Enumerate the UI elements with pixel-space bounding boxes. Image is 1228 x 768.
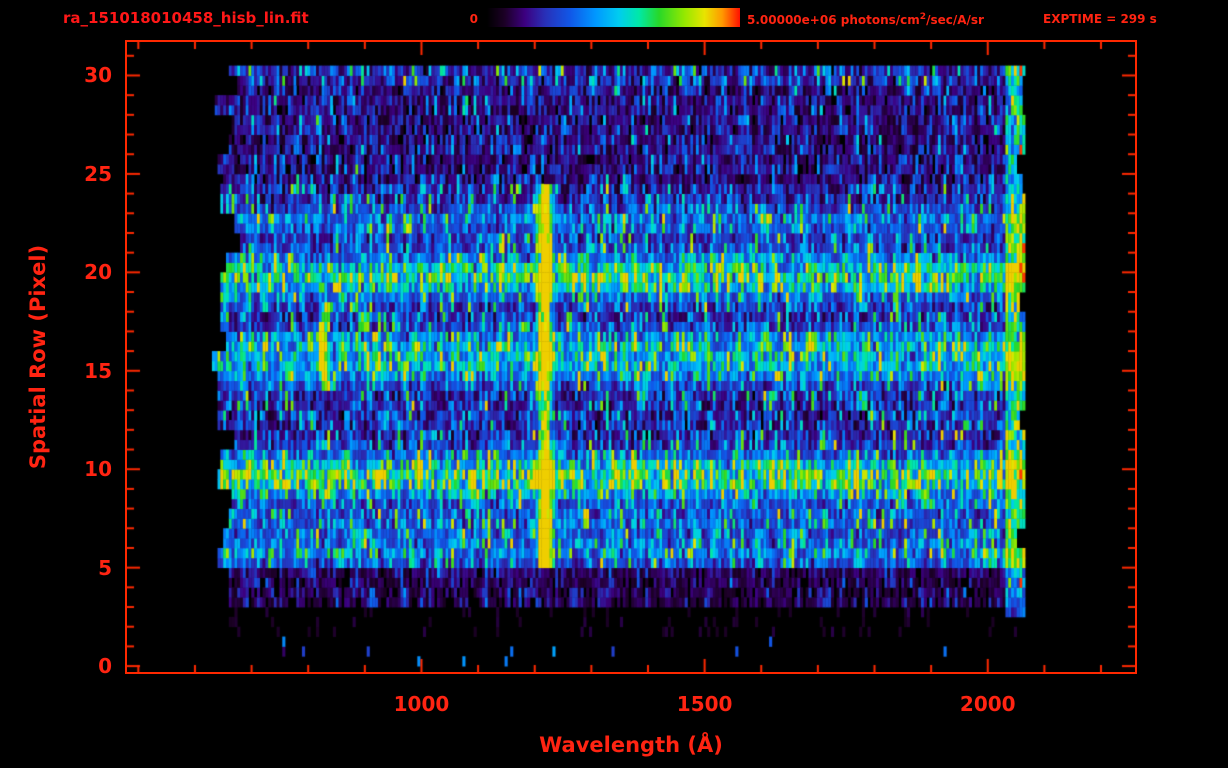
- y-tick-label: 10: [84, 457, 112, 482]
- x-tick-label: 2000: [959, 692, 1016, 716]
- colorbar-min-label: 0: [469, 12, 478, 26]
- y-axis-title: Spatial Row (Pixel): [26, 244, 50, 470]
- colorbar-max-value: 5.00000e+06: [747, 13, 837, 27]
- x-tick-label: 1500: [676, 692, 733, 716]
- y-tick-label: 15: [84, 358, 112, 383]
- axis-frame: [125, 40, 1137, 674]
- y-tick-label: 25: [84, 161, 112, 186]
- colorbar-unit-prefix: photons/cm: [836, 13, 920, 27]
- x-tick-label: 1000: [393, 692, 450, 716]
- colorbar-gradient: [487, 8, 740, 27]
- y-tick-label: 0: [98, 654, 112, 679]
- filename-title: ra_151018010458_hisb_lin.fit: [63, 9, 309, 27]
- colorbar-max-label: 5.00000e+06 photons/cm2/sec/A/sr: [747, 12, 984, 27]
- x-axis-title: Wavelength (Å): [539, 733, 723, 757]
- y-tick-label: 30: [84, 63, 112, 88]
- spectral-heatmap-canvas: [127, 42, 1135, 672]
- y-tick-label: 20: [84, 260, 112, 285]
- colorbar-unit-suffix: /sec/A/sr: [926, 13, 984, 27]
- y-tick-label: 5: [98, 555, 112, 580]
- exptime-label: EXPTIME = 299 s: [1043, 12, 1157, 26]
- colorbar-unit-superscript: 2: [919, 12, 927, 22]
